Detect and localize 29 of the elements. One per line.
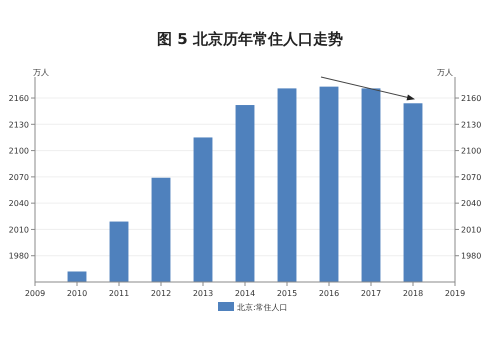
chart-title: 图 5 北京历年常住人口走势	[157, 30, 343, 48]
x-tick-label: 2012	[150, 289, 172, 298]
x-tick-label: 2010	[66, 289, 88, 298]
x-tick-label: 2013	[192, 289, 214, 298]
y2-tick-label: 2070	[461, 172, 482, 182]
y2-tick-label: 2160	[461, 94, 482, 104]
y-tick-label: 2010	[8, 225, 29, 234]
y-tick-label: 2160	[8, 94, 29, 104]
y2-tick-label: 2100	[461, 146, 482, 156]
y2-tick-label: 2010	[461, 225, 482, 234]
x-tick-label: 2009	[24, 289, 46, 298]
y-tick-label: 2040	[8, 199, 29, 208]
x-tick-label: 2019	[444, 289, 466, 298]
x-tick-label: 2011	[108, 289, 130, 298]
x-tick-label: 2017	[360, 289, 382, 298]
y2-tick-label: 2040	[461, 199, 482, 208]
y-tick-label: 1980	[8, 252, 29, 261]
y2-axis-title: 万人	[437, 68, 453, 77]
y2-tick-label: 2130	[461, 120, 482, 130]
y-axis-title: 万人	[33, 68, 49, 77]
legend-label: 北京:常住人口	[237, 303, 288, 312]
y2-tick-label: 1980	[461, 252, 482, 261]
y-tick-label: 2100	[8, 146, 29, 156]
x-tick-label: 2018	[402, 289, 424, 298]
x-tick-label: 2015	[276, 289, 298, 298]
x-tick-label: 2014	[234, 289, 256, 298]
y-tick-label: 2130	[8, 120, 29, 130]
x-tick-label: 2016	[318, 289, 340, 298]
y-tick-label: 2070	[8, 172, 29, 182]
